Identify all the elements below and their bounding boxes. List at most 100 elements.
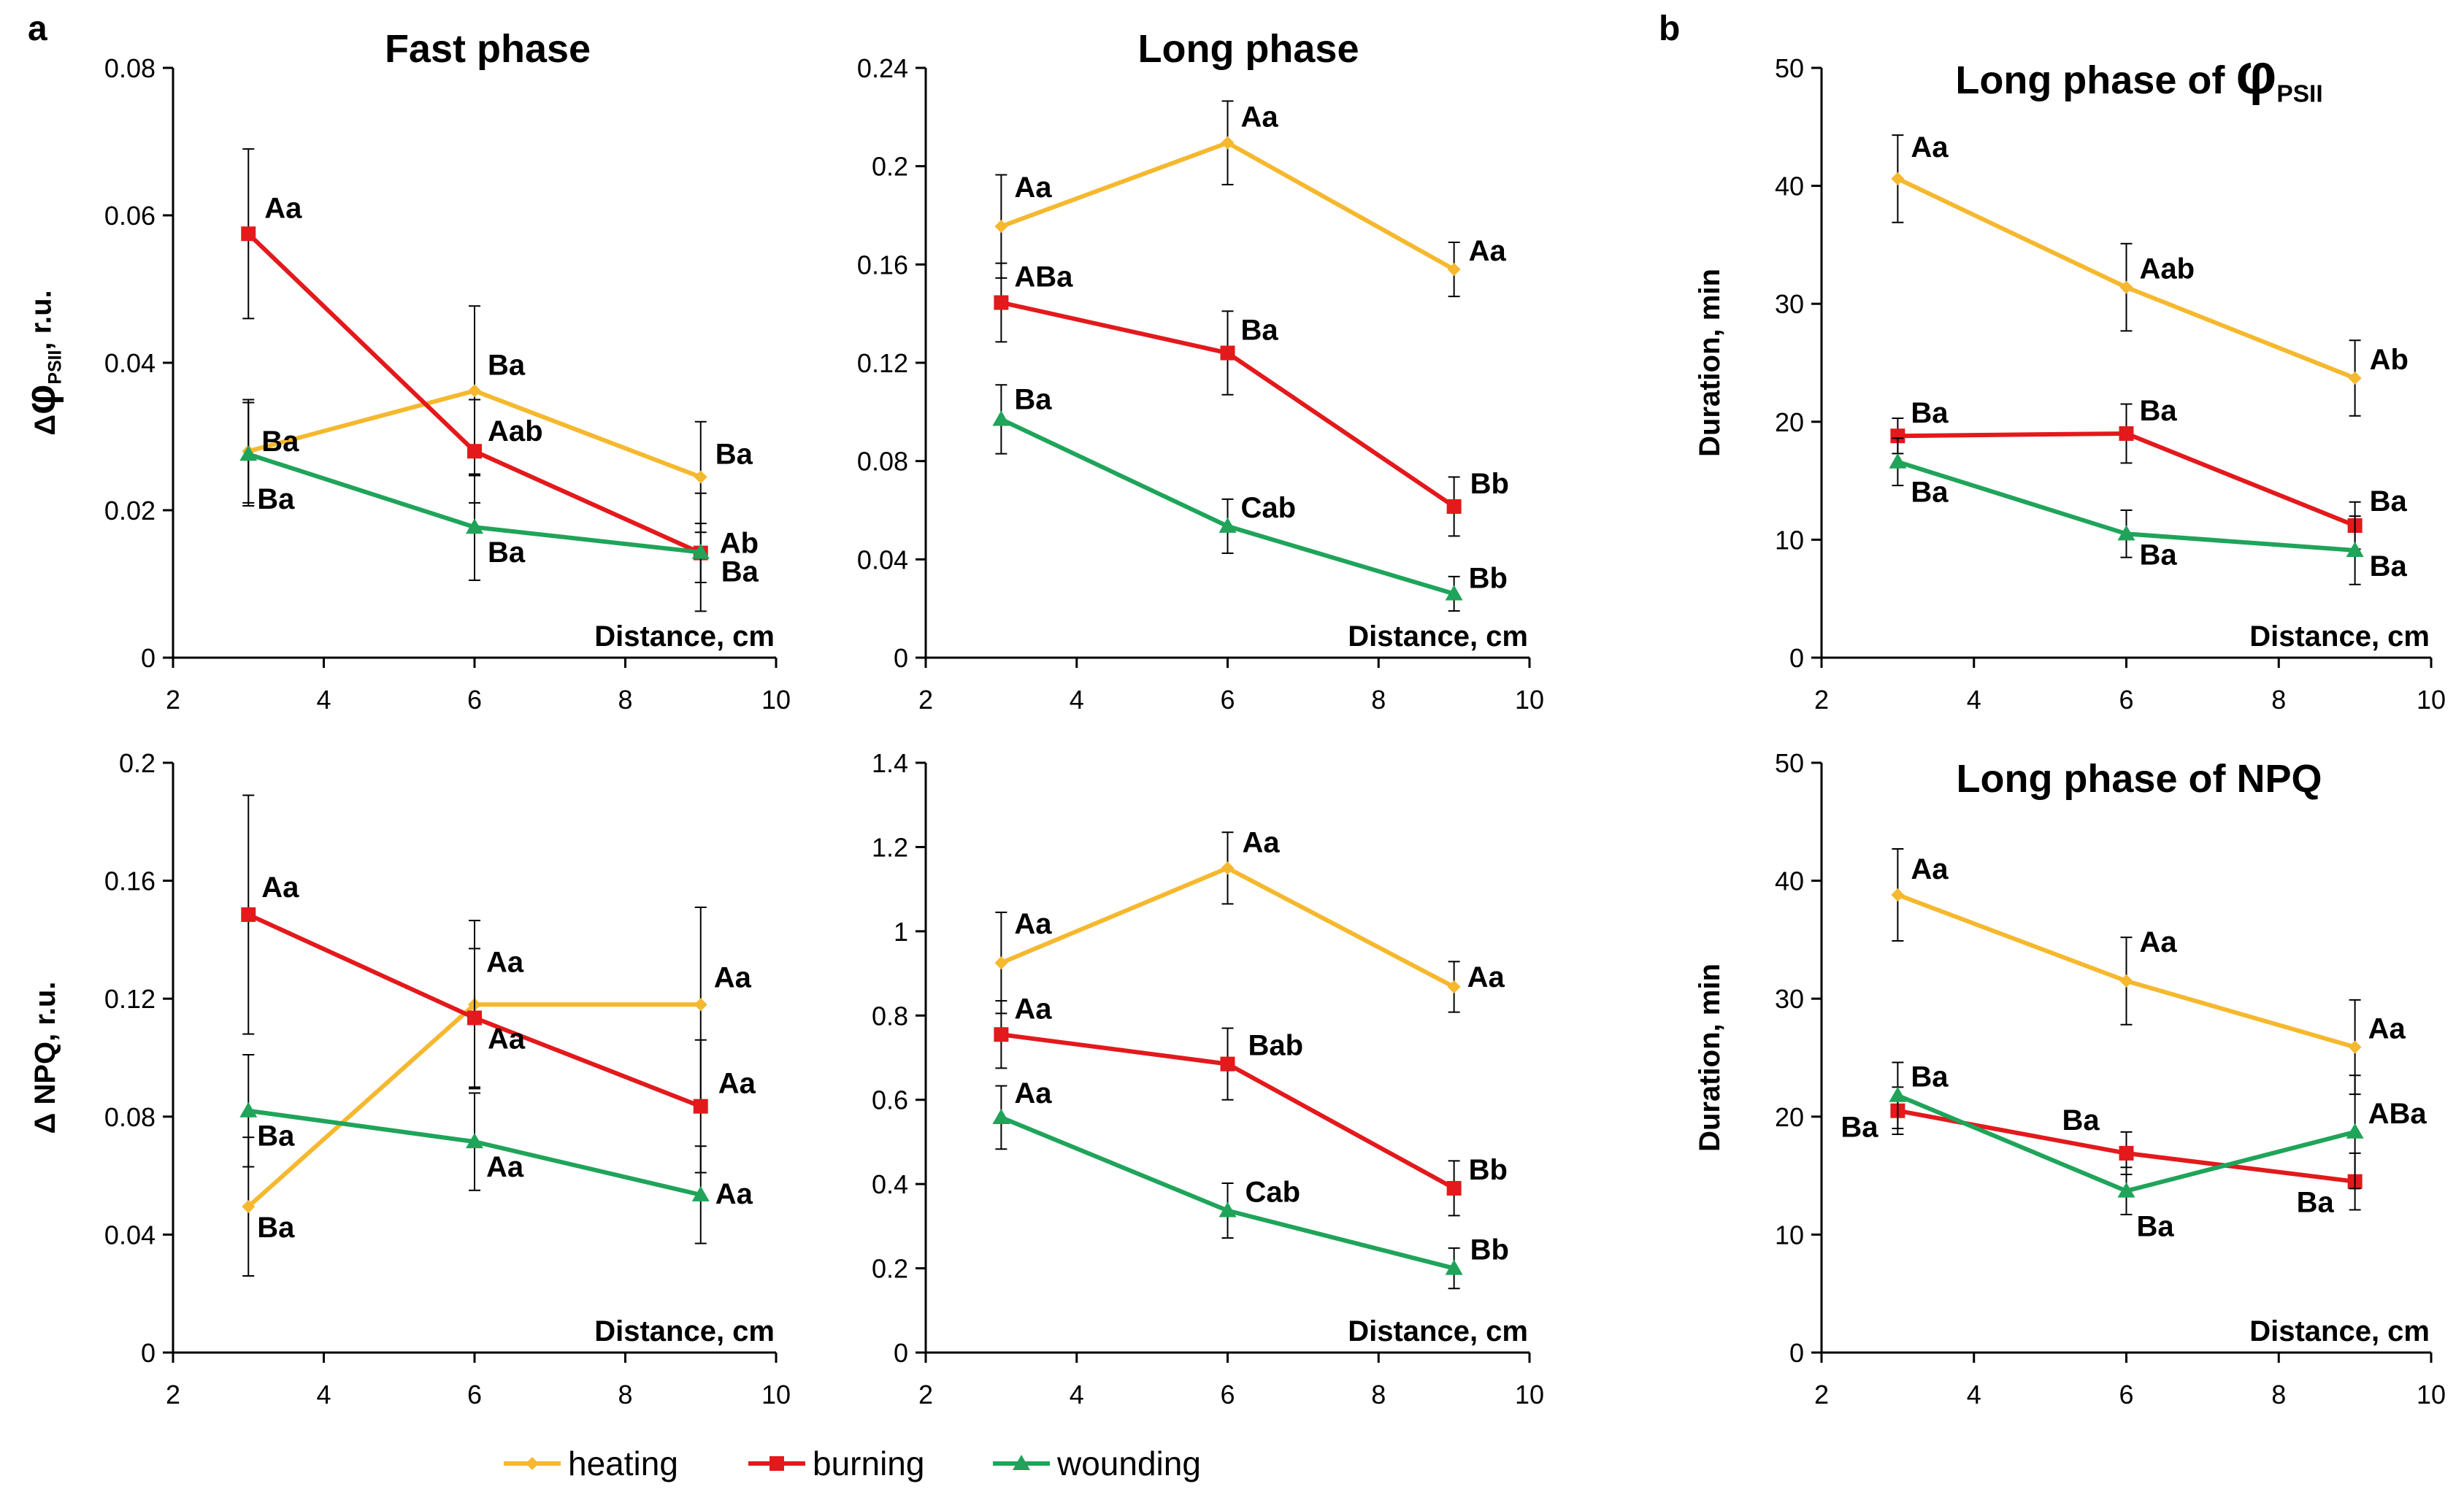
series-wounding: Ba Cab Bb: [992, 383, 1508, 612]
x-tick-label: 2: [918, 1380, 933, 1409]
chart-panel-1: 0 0.02 0.04 0.06 0.08 2 4 6 8 10 Distance, cm ΔφPSI…: [17, 27, 791, 715]
x-tick-label: 10: [761, 685, 791, 715]
data-label: Ba: [1241, 315, 1279, 347]
data-point-burning: [241, 226, 256, 242]
data-point-heating: [1447, 980, 1461, 994]
data-point-heating: [468, 384, 481, 398]
y-tick-label: 0.4: [872, 1169, 908, 1199]
chart-panel-4: 0 0.04 0.08 0.12 0.16 0.2 2 4 6 8 10 Distance, cm Δ …: [29, 748, 791, 1409]
legend-label-heating: heating: [568, 1445, 678, 1482]
data-label: ABa: [2368, 1098, 2427, 1130]
series-wounding: Ba Ba Ba: [239, 401, 759, 612]
data-point-wounding: [2346, 541, 2364, 557]
data-label: Ba: [257, 1212, 295, 1244]
data-point-wounding: [992, 1108, 1010, 1124]
y-tick-label: 0.04: [857, 545, 908, 574]
data-label: Aa: [1014, 1077, 1052, 1109]
chart-title: Long phase: [1137, 27, 1359, 71]
data-point-burning: [994, 1027, 1009, 1042]
data-label: Ba: [2137, 1211, 2175, 1243]
data-label: Ba: [1911, 397, 1949, 429]
label-subscript: PSII: [46, 350, 66, 385]
data-label: Ba: [1841, 1112, 1878, 1144]
data-label: Bab: [1248, 1030, 1304, 1062]
data-label: Aa: [715, 1178, 753, 1210]
data-point-heating: [994, 956, 1008, 970]
data-point-wounding: [466, 518, 483, 534]
data-point-heating: [2119, 974, 2133, 988]
data-label: Bb: [1469, 562, 1508, 594]
data-point-wounding: [239, 1101, 258, 1118]
series-burning: Ba Ba Ba: [1841, 1086, 2363, 1219]
y-tick-label: 1: [894, 917, 908, 947]
data-point-heating: [1221, 861, 1235, 875]
data-point-heating: [2348, 372, 2362, 385]
legend-marker-heating: [526, 1457, 539, 1470]
data-point-wounding: [691, 1185, 710, 1201]
data-label: Aa: [714, 961, 752, 993]
data-label: Ba: [2370, 550, 2408, 582]
data-label: Ba: [2062, 1104, 2100, 1136]
data-label: ABa: [1014, 261, 1073, 293]
data-point-wounding: [1445, 1259, 1463, 1275]
series-heating: Aa Aa Aa: [1891, 847, 2406, 1096]
data-point-wounding: [1218, 1201, 1237, 1218]
y-tick-label: 0.2: [872, 1254, 908, 1284]
y-axis-label: Duration, min: [1694, 269, 1726, 457]
data-point-wounding: [992, 410, 1010, 426]
series-wounding: Ba Ba ABa: [1889, 1061, 2427, 1243]
x-tick-label: 4: [1070, 685, 1084, 715]
data-point-heating: [242, 1200, 256, 1214]
y-tick-label: 0.6: [872, 1085, 908, 1115]
data-label: Aa: [488, 1023, 526, 1055]
data-label: Aab: [2140, 253, 2195, 285]
data-label: Aa: [1469, 235, 1507, 267]
chart-title: Long phase of φPSII: [1955, 42, 2322, 108]
y-tick-label: 20: [1775, 1102, 1804, 1132]
legend-marker-burning: [769, 1456, 784, 1471]
data-point-burning: [1890, 428, 1905, 444]
x-axis-label: Distance, cm: [2249, 620, 2430, 653]
legend-label-burning: burning: [813, 1445, 924, 1482]
data-point-wounding: [2346, 1123, 2364, 1139]
series-heating: Aa Aa Aa: [994, 100, 1507, 298]
x-tick-label: 10: [2417, 685, 2446, 715]
data-point-heating: [1221, 136, 1235, 150]
data-label: Ba: [721, 556, 759, 588]
data-label: Ba: [488, 349, 526, 381]
data-point-burning: [467, 1010, 482, 1026]
label-suffix: , r.u.: [26, 290, 58, 350]
y-tick-label: 40: [1775, 866, 1804, 896]
y-tick-label: 0.2: [119, 748, 156, 778]
x-axis-label: Distance, cm: [1348, 620, 1528, 653]
series-burning: Aa Aa Aa: [241, 794, 756, 1174]
x-tick-label: 2: [1814, 685, 1829, 715]
data-label: Aa: [1911, 131, 1949, 164]
x-axis-label: Distance, cm: [594, 620, 775, 653]
y-tick-label: 20: [1775, 407, 1804, 437]
data-label: Ba: [257, 1120, 295, 1153]
y-tick-label: 0: [894, 643, 908, 673]
x-tick-label: 10: [1515, 685, 1544, 715]
x-tick-label: 10: [1515, 1380, 1544, 1409]
phi-symbol: φ: [17, 384, 64, 415]
data-point-heating: [994, 220, 1008, 234]
y-axis-label: Δ NPQ, r.u.: [29, 982, 61, 1134]
series-burning: Aa Bab Bb: [994, 993, 1508, 1217]
data-point-wounding: [466, 1133, 483, 1149]
y-tick-label: 0: [1789, 1338, 1804, 1368]
data-label: Aa: [1014, 172, 1052, 204]
y-tick-label: 50: [1775, 748, 1804, 778]
x-tick-label: 6: [467, 685, 482, 715]
data-label: Ba: [2140, 539, 2178, 571]
data-label: Bb: [1469, 1154, 1508, 1186]
x-tick-label: 4: [1967, 1380, 1981, 1409]
y-tick-label: 0.08: [857, 447, 908, 477]
data-label: Ba: [2370, 485, 2408, 518]
y-tick-label: 30: [1775, 984, 1804, 1014]
y-tick-label: 0.04: [104, 1220, 156, 1250]
data-label: Aa: [2140, 926, 2178, 958]
data-point-burning: [467, 444, 482, 459]
data-label: Aa: [2368, 1012, 2406, 1045]
